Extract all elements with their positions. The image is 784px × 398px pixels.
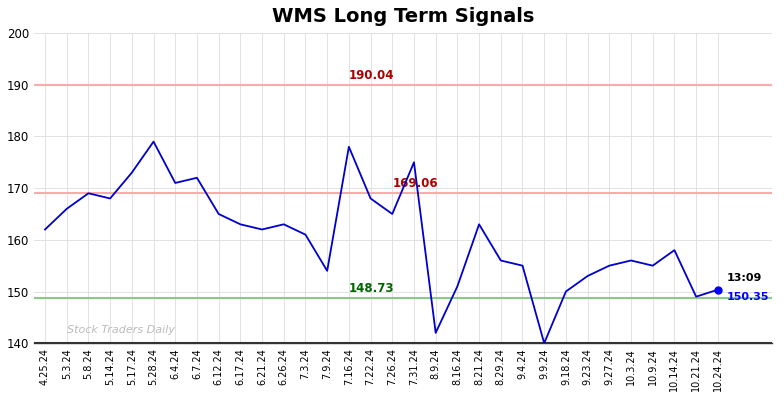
Text: 169.06: 169.06	[392, 178, 438, 190]
Title: WMS Long Term Signals: WMS Long Term Signals	[272, 7, 535, 26]
Text: 150.35: 150.35	[727, 292, 769, 302]
Text: 148.73: 148.73	[349, 283, 394, 295]
Text: 13:09: 13:09	[727, 273, 762, 283]
Text: Stock Traders Daily: Stock Traders Daily	[67, 326, 175, 336]
Text: 190.04: 190.04	[349, 69, 394, 82]
